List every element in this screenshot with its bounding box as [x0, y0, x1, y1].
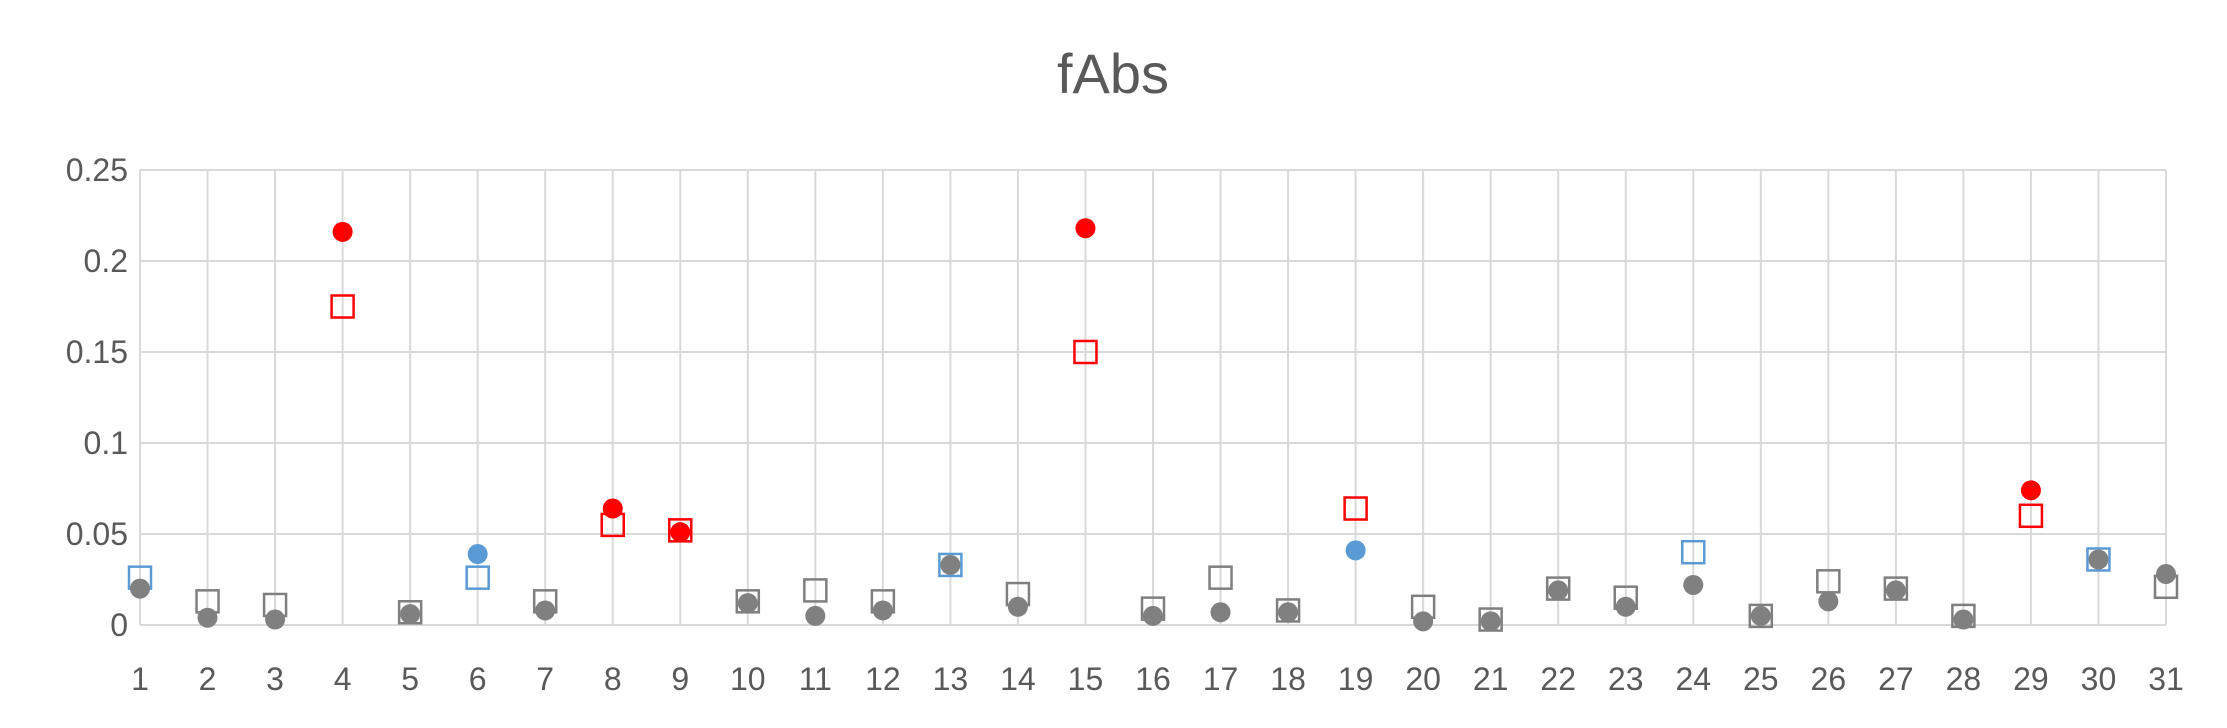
circle-point: [197, 607, 218, 628]
circle-point: [1615, 596, 1636, 617]
x-tick-label: 4: [334, 661, 352, 697]
plot-area: [127, 218, 2179, 632]
y-tick-label: 0: [110, 607, 128, 643]
y-axis-ticks: 0 0.05 0.1 0.15 0.2 0.25: [66, 152, 128, 643]
circle-series: [130, 218, 2176, 632]
x-tick-label: 7: [536, 661, 554, 697]
square-point: [1073, 339, 1098, 365]
x-tick-label: 14: [1000, 661, 1036, 697]
circle-point: [805, 605, 826, 626]
circle-point: [1953, 609, 1974, 630]
circle-point: [1007, 596, 1028, 617]
x-tick-label: 13: [933, 661, 969, 697]
x-tick-label: 16: [1135, 661, 1171, 697]
square-point: [1681, 539, 1706, 565]
circle-point: [1413, 611, 1434, 632]
x-tick-label: 23: [1608, 661, 1644, 697]
square-point: [465, 565, 490, 590]
x-tick-label: 25: [1743, 661, 1779, 697]
circle-point: [265, 609, 286, 630]
x-tick-label: 21: [1473, 661, 1509, 697]
circle-point: [535, 600, 556, 621]
square-point: [938, 552, 963, 578]
x-tick-label: 28: [1946, 661, 1982, 697]
circle-point: [2156, 564, 2176, 585]
circle-point: [332, 221, 353, 242]
chart-title: fAbs: [1057, 42, 1169, 105]
x-tick-label: 5: [401, 661, 419, 697]
x-tick-label: 2: [199, 661, 217, 697]
x-tick-label: 24: [1675, 661, 1711, 697]
x-axis-ticks: 1 2 3 4 5 6 7 8 9 10 11 12 13 14 15 16 17 18 19 20 21 22 23 24 2…: [131, 661, 2184, 697]
y-tick-label: 0.05: [66, 516, 128, 552]
circle-point: [400, 604, 421, 625]
x-tick-label: 20: [1405, 661, 1441, 697]
square-point: [330, 294, 355, 319]
circle-point: [940, 554, 961, 575]
circle-point: [1345, 540, 1366, 561]
y-tick-label: 0.15: [66, 334, 128, 370]
x-tick-label: 9: [671, 661, 689, 697]
circle-point: [1278, 602, 1299, 623]
circle-point: [1683, 574, 1704, 595]
square-point: [1208, 565, 1233, 590]
circle-point: [1075, 218, 1096, 239]
x-tick-label: 17: [1203, 661, 1239, 697]
square-point: [1343, 496, 1368, 521]
y-tick-label: 0.2: [84, 243, 128, 279]
y-tick-label: 0.25: [66, 152, 128, 188]
x-tick-label: 29: [2013, 661, 2049, 697]
x-tick-label: 27: [1878, 661, 1914, 697]
circle-point: [1548, 580, 1569, 601]
square-point: [2018, 503, 2044, 529]
x-tick-label: 26: [1811, 661, 1847, 697]
square-point: [1748, 603, 1774, 629]
circle-point: [467, 544, 488, 565]
circle-point: [1885, 580, 1906, 601]
square-point: [2086, 547, 2111, 572]
x-tick-label: 10: [730, 661, 766, 697]
circle-point: [670, 522, 691, 543]
x-tick-label: 18: [1270, 661, 1306, 697]
x-tick-label: 31: [2148, 661, 2184, 697]
grid: [139, 169, 2167, 626]
circle-point: [602, 498, 623, 519]
circle-point: [1750, 605, 1771, 626]
circle-point: [1210, 602, 1231, 623]
circle-point: [2020, 480, 2041, 501]
circle-point: [1480, 611, 1501, 632]
square-point: [803, 578, 828, 603]
x-tick-label: 3: [266, 661, 284, 697]
circle-point: [130, 578, 150, 599]
y-tick-label: 0.1: [84, 425, 128, 461]
x-tick-label: 6: [469, 661, 487, 697]
x-tick-label: 8: [604, 661, 622, 697]
x-tick-label: 12: [865, 661, 901, 697]
x-tick-label: 1: [131, 661, 149, 697]
circle-point: [872, 600, 893, 621]
circle-point: [1818, 591, 1839, 612]
x-tick-label: 19: [1338, 661, 1374, 697]
circle-point: [737, 593, 758, 614]
x-tick-label: 11: [799, 661, 832, 697]
x-tick-label: 15: [1068, 661, 1104, 697]
x-tick-label: 30: [2081, 661, 2117, 697]
x-tick-label: 22: [1540, 661, 1576, 697]
circle-point: [2088, 549, 2109, 570]
circle-point: [1143, 605, 1163, 626]
